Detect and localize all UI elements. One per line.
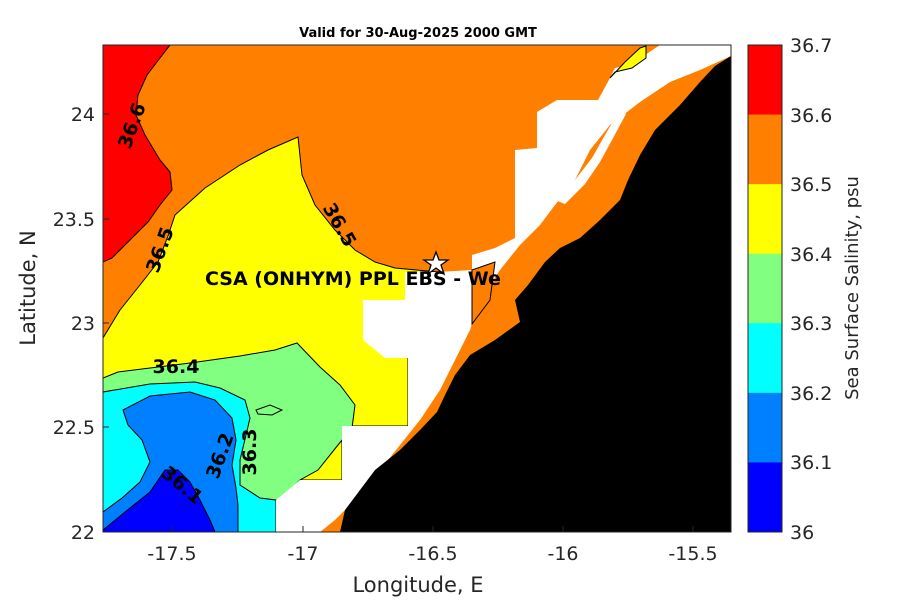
svg-text:-15.5: -15.5 [668, 543, 717, 565]
colorbar-tick: 36.1 [790, 452, 832, 474]
svg-text:-17: -17 [287, 543, 318, 565]
salinity-band-36-1-36-2 [103, 391, 239, 532]
svg-text:-16: -16 [547, 543, 578, 565]
svg-text:23.5: 23.5 [53, 209, 95, 231]
x-tick: -16.5 [408, 526, 458, 565]
colorbar-tick: 36.5 [790, 174, 832, 196]
y-tick: 22 [71, 522, 109, 544]
salinity-band-36-0-36-1 [103, 469, 216, 532]
x-tick: -15.5 [668, 526, 718, 565]
y-tick: 24 [71, 104, 109, 126]
colorbar-swatch [748, 462, 782, 533]
plot-area: CSA (ONHYM) PPL EBS - We 36.6 36.5 36.5 … [103, 45, 731, 532]
salinity-band-36-4-36-5-sliver [609, 45, 647, 79]
contour-label-36-4: 36.4 [153, 356, 200, 378]
colorbar-swatch [748, 184, 782, 255]
colorbar-tick: 36.4 [790, 244, 832, 266]
svg-text:22.5: 22.5 [53, 417, 95, 439]
salinity-band-36-6-36-7 [103, 45, 173, 263]
colorbar-tick: 36.2 [790, 383, 832, 405]
salinity-band-36-5-36-6-spike [471, 261, 496, 326]
colorbar: 36.7 36.6 36.5 36.4 36.3 36.2 36.1 36 Se… [747, 35, 863, 544]
colorbar-swatch [748, 323, 782, 394]
x-axis: -17.5 -17 -16.5 -16 -15.5 Longitude, E [147, 526, 718, 597]
map-title: Valid for 30-Aug-2025 2000 GMT [299, 26, 537, 41]
site-label: CSA (ONHYM) PPL EBS - We [205, 268, 501, 290]
x-axis-label: Longitude, E [352, 573, 483, 597]
svg-text:24: 24 [71, 104, 95, 126]
y-axis: 24 23.5 23 22.5 22 Latitude, N [16, 104, 109, 544]
peninsula-gap [555, 108, 626, 204]
colorbar-tick: 36 [790, 522, 814, 544]
contour-label-36-3: 36.3 [239, 429, 261, 476]
plot-frame [102, 44, 732, 533]
colorbar-swatch [748, 45, 782, 116]
colorbar-swatches [748, 45, 782, 533]
colorbar-tick: 36.3 [790, 313, 832, 335]
land-mass [340, 56, 731, 532]
colorbar-tick: 36.6 [790, 105, 832, 127]
x-tick: -17.5 [147, 526, 197, 565]
colorbar-swatch [748, 114, 782, 185]
y-tick: 23 [71, 313, 109, 335]
x-tick: -16 [547, 526, 579, 565]
colorbar-tick: 36.7 [790, 35, 832, 57]
y-tick: 23.5 [53, 209, 109, 231]
colorbar-label: Sea Surface Salinity, psu [842, 176, 863, 400]
site-star-marker [421, 250, 451, 276]
svg-text:-17.5: -17.5 [147, 543, 196, 565]
svg-text:23: 23 [71, 313, 95, 335]
svg-text:-16.5: -16.5 [408, 543, 457, 565]
svg-text:22: 22 [71, 522, 95, 544]
x-tick: -17 [287, 526, 319, 565]
colorbar-frame [747, 44, 783, 533]
colorbar-swatch [748, 253, 782, 324]
y-tick: 22.5 [53, 417, 109, 439]
no-data-region [276, 45, 731, 532]
salinity-band-36-3-36-4-island [255, 404, 284, 416]
colorbar-swatch [748, 392, 782, 463]
y-axis-label: Latitude, N [16, 230, 40, 346]
